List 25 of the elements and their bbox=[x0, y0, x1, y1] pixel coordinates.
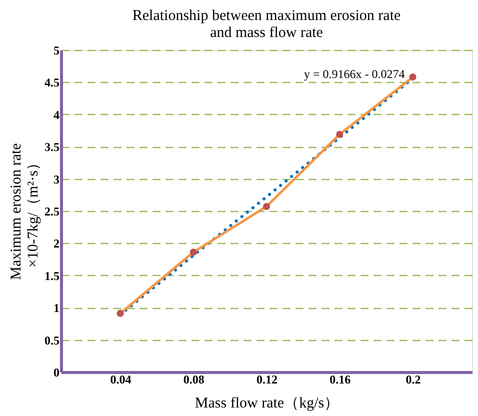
y-tick-label: 3 bbox=[54, 172, 60, 186]
y-tick-label: 2 bbox=[54, 236, 60, 251]
point bbox=[190, 248, 197, 256]
y-tick-label: 1 bbox=[54, 301, 60, 316]
x-tick-label: 0.16 bbox=[330, 372, 351, 386]
x-axis-title: Mass flow rate（kg/s） bbox=[194, 396, 340, 412]
point bbox=[262, 202, 270, 210]
y-tick-label: 2.5 bbox=[44, 204, 60, 218]
y-tick-label: 5 bbox=[54, 44, 60, 58]
x-tick-label: 0.08 bbox=[183, 372, 204, 386]
chart-title: Relationship between maximum erosion rate and mass flow rate bbox=[132, 8, 401, 41]
x-tick-label: 0.12 bbox=[256, 372, 278, 386]
y-tick-label: 4.5 bbox=[44, 76, 60, 90]
annotation: y = 0.9166x - 0.0274 bbox=[304, 66, 405, 81]
y-tick-label: 4 bbox=[54, 108, 60, 122]
x-tick-label: 0.04 bbox=[110, 372, 132, 386]
x-tick-label: 0.2 bbox=[406, 372, 421, 386]
y-axis-title: Maximum erosion rate ×10-7kg/（m²·s） bbox=[8, 142, 42, 280]
point bbox=[116, 310, 124, 317]
y-tick-label: 3.5 bbox=[44, 140, 60, 154]
y-tick-label: 0 bbox=[54, 366, 60, 380]
point bbox=[336, 130, 344, 138]
point bbox=[409, 74, 416, 81]
y-tick-label: 1.5 bbox=[44, 268, 60, 283]
y-tick-label: 0.5 bbox=[44, 333, 60, 348]
